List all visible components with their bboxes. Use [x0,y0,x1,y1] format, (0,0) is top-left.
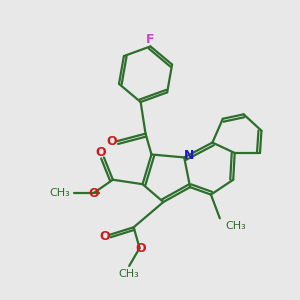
Text: CH₃: CH₃ [225,221,246,231]
Text: F: F [146,33,155,46]
Text: CH₃: CH₃ [119,269,140,280]
Text: O: O [99,230,110,243]
Text: O: O [95,146,106,159]
Text: O: O [135,242,146,255]
Text: O: O [106,135,117,148]
Text: N: N [184,148,194,162]
Text: CH₃: CH₃ [49,188,70,198]
Text: O: O [88,187,99,200]
